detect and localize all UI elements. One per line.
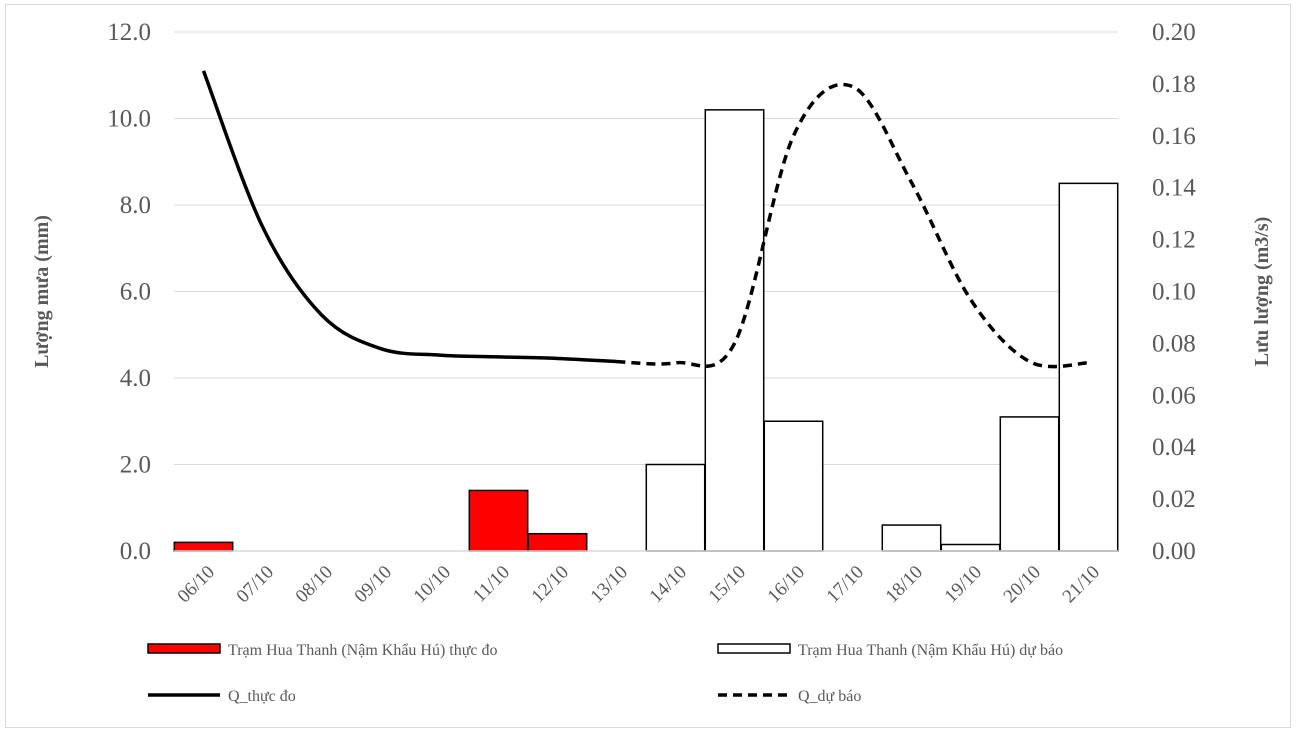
y-right-tick-label: 0.00: [1152, 538, 1196, 565]
y-left-tick-label: 6.0: [120, 279, 151, 306]
x-tick-label: 10/10: [410, 562, 455, 607]
y-left-tick-label: 4.0: [120, 365, 151, 392]
series-line: [616, 82, 1089, 369]
x-tick-label: 19/10: [941, 562, 986, 607]
y-right-tick-label: 0.14: [1152, 175, 1196, 202]
y-right-tick-label: 0.08: [1152, 330, 1196, 357]
y-right-axis-title: Lưu lượng (m3/s): [1251, 217, 1273, 367]
bar: [881, 524, 942, 552]
x-tick-label: 11/10: [469, 562, 514, 607]
legend-label: Trạm Hua Thanh (Nậm Khẩu Hú) dự báo: [798, 642, 1063, 659]
y-left-tick-label: 8.0: [120, 192, 151, 219]
x-tick-label: 06/10: [174, 562, 219, 607]
bar: [468, 489, 529, 552]
x-tick-label: 09/10: [351, 562, 396, 607]
x-tick-label: 17/10: [823, 562, 868, 607]
x-tick-label: 13/10: [587, 562, 632, 607]
bar: [940, 543, 1001, 552]
legend-label: Q_dự báo: [798, 688, 861, 705]
series-line: [201, 70, 617, 364]
legend-swatch: [147, 643, 221, 654]
x-tick-label: 15/10: [705, 562, 750, 607]
x-tick-label: 08/10: [292, 562, 337, 607]
bar: [173, 541, 234, 552]
y-left-tick-label: 10.0: [107, 106, 151, 133]
y-left-tick-label: 2.0: [120, 452, 151, 479]
y-right-tick-label: 0.16: [1152, 123, 1196, 150]
y-right-tick-label: 0.06: [1152, 382, 1196, 409]
y-right-tick-label: 0.02: [1152, 486, 1196, 513]
x-tick-label: 21/10: [1059, 562, 1104, 607]
y-left-tick-label: 12.0: [107, 19, 151, 46]
legend-label: Trạm Hua Thanh (Nậm Khẩu Hú) thực đo: [228, 642, 498, 659]
x-tick-label: 07/10: [233, 562, 278, 607]
x-tick-label: 12/10: [528, 562, 573, 607]
bar: [704, 109, 765, 552]
y-left-tick-label: 0.0: [120, 538, 151, 565]
legend-swatch: [717, 643, 791, 654]
y-right-tick-label: 0.20: [1152, 19, 1196, 46]
y-right-tick-label: 0.12: [1152, 227, 1196, 254]
x-tick-label: 18/10: [882, 562, 927, 607]
y-right-tick-label: 0.10: [1152, 279, 1196, 306]
bar: [527, 532, 588, 552]
legend-label: Q_thực đo: [228, 688, 296, 705]
y-left-axis-title: Lượng mưa (mm): [31, 215, 53, 368]
chart-container: 0.0 2.0 4.0 6.0 8.0 10.0 12.0 0.00 0.02 0.04 0.06 0…: [5, 4, 1291, 728]
y-right-tick-label: 0.04: [1152, 434, 1196, 461]
x-tick-label: 16/10: [764, 562, 809, 607]
combo-chart: 0.0 2.0 4.0 6.0 8.0 10.0 12.0 0.00 0.02 0.04 0.06 0…: [31, 19, 1273, 705]
bar: [645, 463, 706, 552]
bar: [763, 420, 824, 552]
bar: [999, 416, 1060, 552]
x-tick-label: 14/10: [646, 562, 691, 607]
x-tick-label: 20/10: [1000, 562, 1045, 607]
y-right-tick-label: 0.18: [1152, 71, 1196, 98]
